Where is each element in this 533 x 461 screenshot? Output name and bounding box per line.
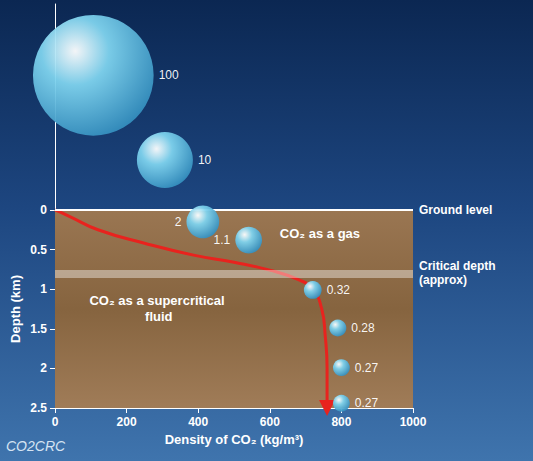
svg-text:0: 0 (52, 415, 59, 429)
svg-text:CO2CRC: CO2CRC (6, 438, 66, 454)
svg-text:2: 2 (40, 361, 47, 375)
svg-text:2.5: 2.5 (30, 401, 47, 415)
svg-text:CO₂ as a supercritical: CO₂ as a supercritical (89, 293, 228, 308)
svg-text:Density of CO₂ (kg/m³): Density of CO₂ (kg/m³) (165, 432, 304, 447)
svg-text:0: 0 (40, 203, 47, 217)
svg-text:2: 2 (175, 215, 182, 229)
svg-text:0.27: 0.27 (355, 396, 379, 410)
svg-text:Depth (km): Depth (km) (8, 275, 23, 343)
svg-text:10: 10 (198, 153, 212, 167)
svg-text:1: 1 (40, 282, 47, 296)
svg-text:600: 600 (260, 415, 280, 429)
svg-text:1000: 1000 (400, 415, 427, 429)
svg-text:0.28: 0.28 (351, 321, 375, 335)
svg-text:CO₂ as a gas: CO₂ as a gas (280, 226, 360, 241)
svg-text:0.32: 0.32 (327, 283, 351, 297)
svg-text:400: 400 (188, 415, 208, 429)
svg-text:1.5: 1.5 (30, 322, 47, 336)
svg-text:(approx): (approx) (419, 273, 467, 287)
svg-text:800: 800 (331, 415, 351, 429)
svg-text:fluid: fluid (145, 309, 172, 324)
svg-text:0.27: 0.27 (355, 361, 379, 375)
svg-text:200: 200 (117, 415, 137, 429)
svg-text:100: 100 (159, 68, 179, 82)
svg-text:Critical depth: Critical depth (419, 259, 496, 273)
svg-text:0.5: 0.5 (30, 243, 47, 257)
svg-text:1.1: 1.1 (214, 233, 231, 247)
svg-text:Ground level: Ground level (419, 203, 492, 217)
